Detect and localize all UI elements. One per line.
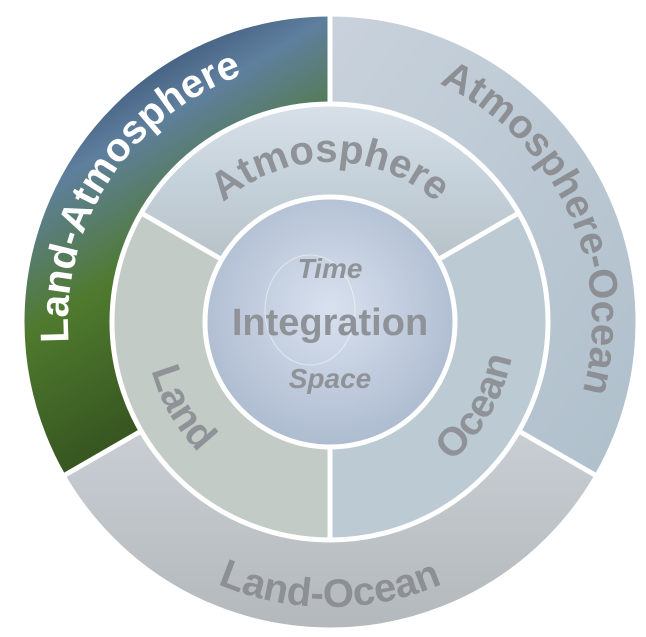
middle-segment [141, 104, 519, 260]
outlines [19, 11, 641, 633]
center-title: Integration [232, 302, 428, 344]
outer-segment [21, 14, 330, 476]
globe [264, 254, 356, 366]
center-bottom: Space [289, 363, 372, 394]
center-top: Time [298, 253, 363, 284]
middle-segment [330, 213, 548, 540]
core [205, 197, 455, 447]
outer-segment [330, 14, 638, 476]
middle-segment [112, 213, 330, 540]
outer-segment [63, 431, 597, 630]
